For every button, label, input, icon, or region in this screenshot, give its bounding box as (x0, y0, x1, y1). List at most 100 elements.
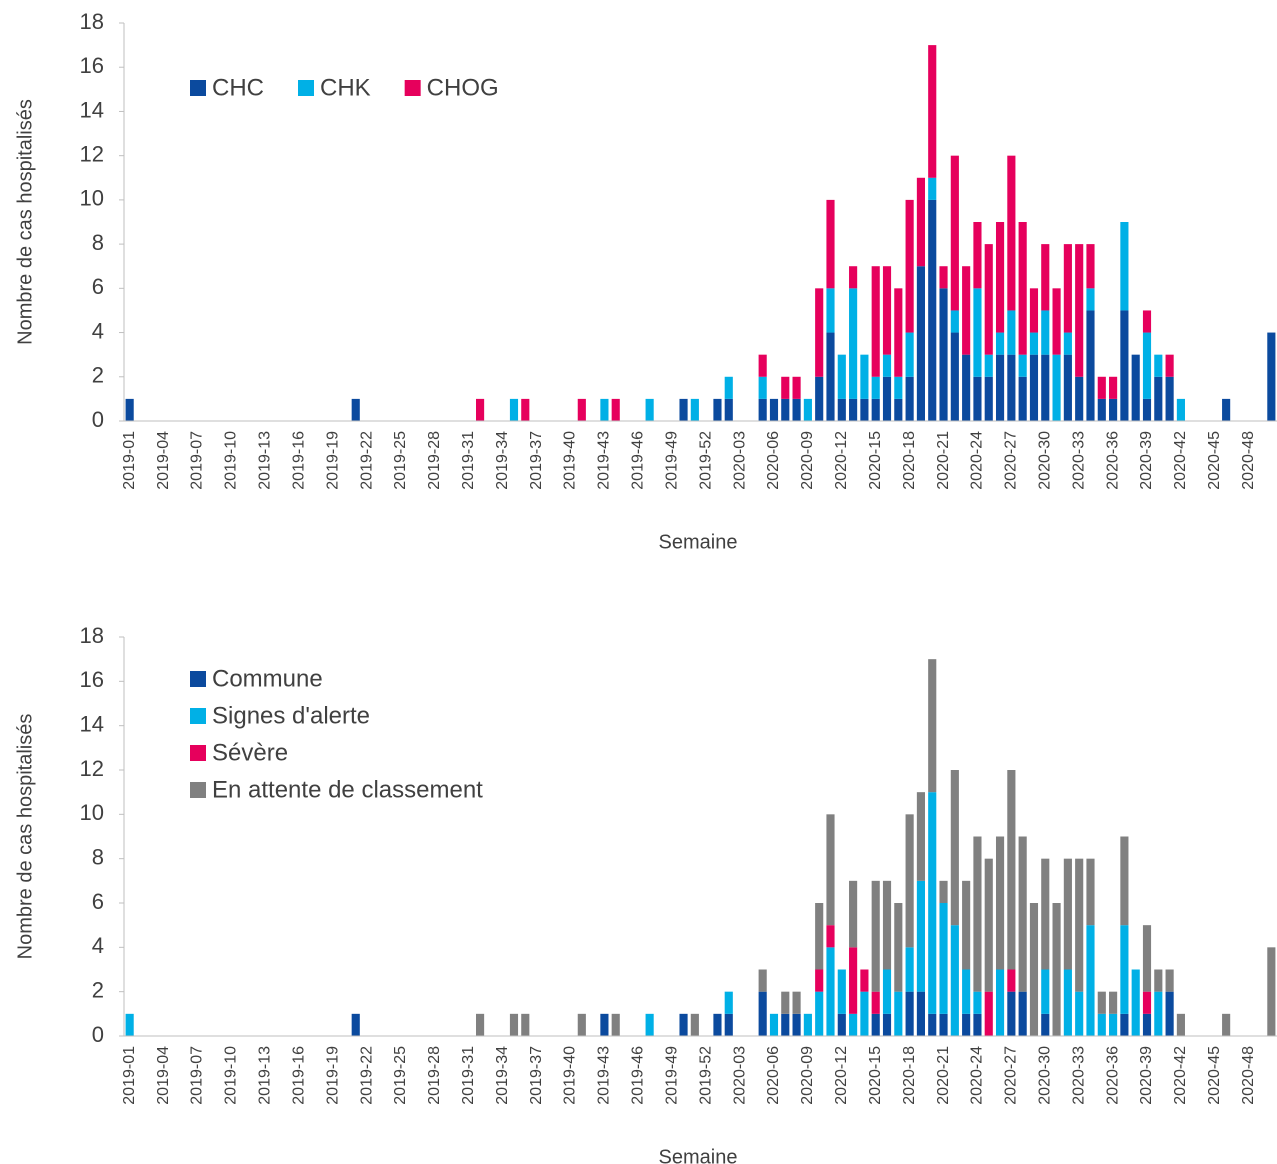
x-tick-label: 2019-31 (460, 1046, 477, 1105)
y-tick-label: 18 (80, 9, 104, 34)
bar-segment (1120, 1013, 1129, 1036)
x-tick-label: 2019-13 (257, 1046, 274, 1105)
y-tick-label: 16 (80, 53, 104, 78)
x-tick-label: 2020-27 (1003, 1046, 1020, 1105)
bar-segment (792, 376, 801, 399)
bar-segment (826, 288, 835, 333)
x-tick-label: 2019-19 (324, 1046, 341, 1105)
bar-segment (928, 199, 937, 421)
legend-label: Sévère (212, 739, 288, 766)
x-tick-label: 2019-22 (358, 1046, 375, 1105)
bar-segment (928, 1013, 937, 1036)
bar-segment (973, 288, 982, 377)
bar-segment (769, 398, 779, 421)
bar-segment (611, 1013, 620, 1036)
bar-segment (973, 991, 982, 1014)
bar-segment (690, 1013, 699, 1036)
bar-segment (1086, 858, 1095, 926)
bar-segment (950, 770, 959, 926)
bar-segment (882, 969, 892, 1014)
x-tick-label: 2019-52 (697, 431, 714, 490)
bar-segment (690, 398, 699, 421)
bar-segment (1018, 376, 1027, 421)
bar-segment (1086, 310, 1095, 421)
x-tick-label: 2019-01 (121, 1046, 138, 1105)
bar-segment (860, 969, 869, 992)
legend-entry: CHOG (404, 74, 499, 101)
bar-segment (1142, 991, 1152, 1014)
bar-segment (1120, 222, 1129, 311)
x-tick-label: 2019-52 (697, 1046, 714, 1105)
bar-segment (781, 991, 790, 1014)
bar-segment (815, 903, 824, 970)
bar-segment (509, 398, 519, 421)
bar-segment (509, 1013, 519, 1036)
bar-segment (905, 332, 914, 377)
x-tick-label: 2019-37 (528, 1046, 545, 1105)
bar-segment (645, 1013, 654, 1036)
bar-segment (984, 858, 993, 992)
y-tick-label: 6 (92, 889, 104, 914)
bar-segment (849, 947, 858, 1014)
bar-segment (984, 244, 993, 355)
bar-segment (1222, 398, 1231, 421)
legend-label: En attente de classement (212, 776, 483, 803)
x-tick-label: 2020-03 (731, 1046, 748, 1105)
bar-segment (849, 880, 858, 948)
x-tick-label: 2019-31 (460, 431, 477, 490)
bar-segment (577, 398, 586, 421)
bar-segment (905, 991, 914, 1036)
bar-segment (962, 969, 971, 1014)
bar-segment (476, 1013, 485, 1036)
bar-segment (1109, 398, 1118, 421)
bar-segment (882, 266, 892, 355)
y-axis-label: Nombre de cas hospitalisés (14, 99, 36, 345)
bar-segment (781, 376, 790, 399)
bar-segment (1109, 376, 1118, 399)
bar-segment (916, 792, 925, 881)
bar-segment (939, 266, 948, 289)
bar-segment (803, 1013, 812, 1036)
bar-segment (1086, 925, 1095, 1036)
x-tick-label: 2020-30 (1036, 431, 1053, 490)
bar-segment (837, 969, 846, 1014)
bar-segment (1029, 288, 1039, 333)
bar-segment (1097, 1013, 1106, 1036)
x-tick-label: 2020-24 (969, 431, 986, 490)
bar-segment (1063, 354, 1072, 421)
bar-segment (905, 814, 914, 948)
x-tick-label: 2020-42 (1172, 1046, 1189, 1105)
bar-segment (1267, 947, 1276, 1036)
bar-segment (1154, 969, 1163, 992)
bar-segment (939, 903, 948, 1014)
bar-segment (724, 1013, 733, 1036)
x-tick-label: 2020-24 (969, 1046, 986, 1105)
bar-segment (928, 177, 937, 200)
bar-segment (849, 1013, 858, 1036)
x-tick-label: 2020-12 (833, 1046, 850, 1105)
bar-segment (916, 266, 925, 421)
bar-segment (724, 398, 733, 421)
legend-entry: Signes d'alerte (190, 702, 370, 729)
bar-segment (882, 1013, 892, 1036)
x-tick-label: 2019-49 (663, 431, 680, 490)
bar-segment (849, 398, 858, 421)
bar-segment (577, 1013, 586, 1036)
x-tick-label: 2020-06 (765, 1046, 782, 1105)
bar-segment (894, 991, 903, 1036)
y-tick-label: 6 (92, 274, 104, 299)
y-tick-label: 8 (92, 844, 104, 869)
bar-segment (758, 991, 767, 1036)
legend-swatch (190, 671, 206, 687)
bar-segment (882, 376, 892, 421)
legend-swatch (298, 80, 314, 96)
bar-segment (1176, 398, 1185, 421)
bar-segment (758, 354, 767, 377)
bar-segment (1154, 376, 1163, 421)
bar-segment (984, 354, 993, 377)
x-tick-label: 2019-28 (426, 431, 443, 490)
bar-segment (973, 1013, 982, 1036)
bar-segment (758, 398, 767, 421)
